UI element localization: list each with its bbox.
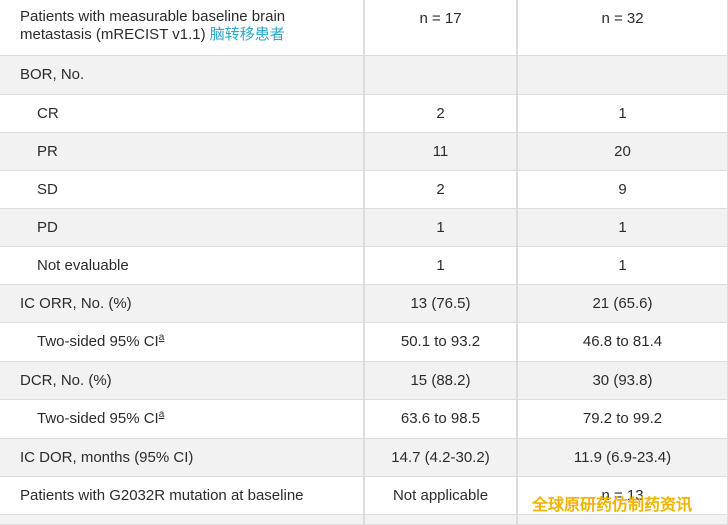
- row-value-col2: 2: [364, 170, 518, 209]
- table-row: DCR, No. (%) 15 (88.2) 30 (93.8): [0, 361, 728, 400]
- header-label-line1: Patients with measurable baseline brain: [20, 8, 286, 25]
- row-label: PD: [0, 208, 365, 247]
- cut-off-cell: [0, 514, 365, 525]
- row-label: IC DOR, months (95% CI): [0, 438, 365, 477]
- table-row: [0, 514, 728, 525]
- row-value-col2: 1: [364, 246, 518, 285]
- row-value-col3: 79.2 to 99.2: [517, 399, 728, 439]
- row-label: Two-sided 95% CIa: [0, 399, 365, 439]
- row-label: Not evaluable: [0, 246, 365, 285]
- row-value-col3: 11.9 (6.9-23.4): [517, 438, 728, 477]
- row-value-col3: n = 13: [517, 476, 728, 515]
- footnote-marker: a: [158, 332, 165, 343]
- row-value-col3: [517, 55, 728, 95]
- header-col3: n = 32: [517, 0, 728, 56]
- header-label-line2: metastasis (mRECIST v1.1): [20, 26, 206, 43]
- table-row: Patients with G2032R mutation at baselin…: [0, 476, 728, 515]
- row-label: IC ORR, No. (%): [0, 284, 365, 323]
- row-value-col3: 46.8 to 81.4: [517, 322, 728, 362]
- watermark: 全球原研药仿制药资讯: [532, 495, 693, 514]
- row-label: PR: [0, 132, 365, 171]
- row-value-col3: 30 (93.8): [517, 361, 728, 400]
- row-value-col2: 50.1 to 93.2: [364, 322, 518, 362]
- row-value-col3: 9: [517, 170, 728, 209]
- row-value-col3: 1: [517, 208, 728, 247]
- row-value-col2: 15 (88.2): [364, 361, 518, 400]
- row-value-col2: 1: [364, 208, 518, 247]
- header-label-cell: Patients with measurable baseline brain …: [0, 0, 365, 56]
- row-value-col3: 1: [517, 94, 728, 133]
- row-value-col2: 2: [364, 94, 518, 133]
- row-value-col2: 13 (76.5): [364, 284, 518, 323]
- row-value-col2: 11: [364, 132, 518, 171]
- row-value-col2: 63.6 to 98.5: [364, 399, 518, 439]
- cut-off-cell: [517, 514, 728, 525]
- row-label: BOR, No.: [0, 55, 365, 95]
- table-row: PD 1 1: [0, 208, 728, 247]
- row-value-col3: 1: [517, 246, 728, 285]
- header-label-annotation: 脑转移患者: [209, 26, 285, 43]
- row-label: CR: [0, 94, 365, 133]
- row-label: SD: [0, 170, 365, 209]
- table-header-row: Patients with measurable baseline brain …: [0, 0, 728, 56]
- row-label: DCR, No. (%): [0, 361, 365, 400]
- row-label: Two-sided 95% CIa: [0, 322, 365, 362]
- row-value-col2: Not applicable: [364, 476, 518, 515]
- table-row: BOR, No.: [0, 55, 728, 95]
- row-label: Patients with G2032R mutation at baselin…: [0, 476, 365, 515]
- cut-off-cell: [364, 514, 518, 525]
- table-row: IC DOR, months (95% CI) 14.7 (4.2-30.2) …: [0, 438, 728, 477]
- table-row: Not evaluable 1 1: [0, 246, 728, 285]
- row-value-col3: 20: [517, 132, 728, 171]
- table-row: IC ORR, No. (%) 13 (76.5) 21 (65.6): [0, 284, 728, 323]
- table-row: Two-sided 95% CIa 63.6 to 98.5 79.2 to 9…: [0, 399, 728, 439]
- header-col2: n = 17: [364, 0, 518, 56]
- footnote-marker: a: [158, 409, 165, 420]
- table-row: PR 11 20: [0, 132, 728, 171]
- row-label-text: Two-sided 95% CI: [37, 333, 159, 350]
- row-value-col3: 21 (65.6): [517, 284, 728, 323]
- row-label-text: Two-sided 95% CI: [37, 410, 159, 427]
- row-value-col2: [364, 55, 518, 95]
- table-row: SD 2 9: [0, 170, 728, 209]
- table-row: Two-sided 95% CIa 50.1 to 93.2 46.8 to 8…: [0, 322, 728, 362]
- row-value-col2: 14.7 (4.2-30.2): [364, 438, 518, 477]
- table-row: CR 2 1: [0, 94, 728, 133]
